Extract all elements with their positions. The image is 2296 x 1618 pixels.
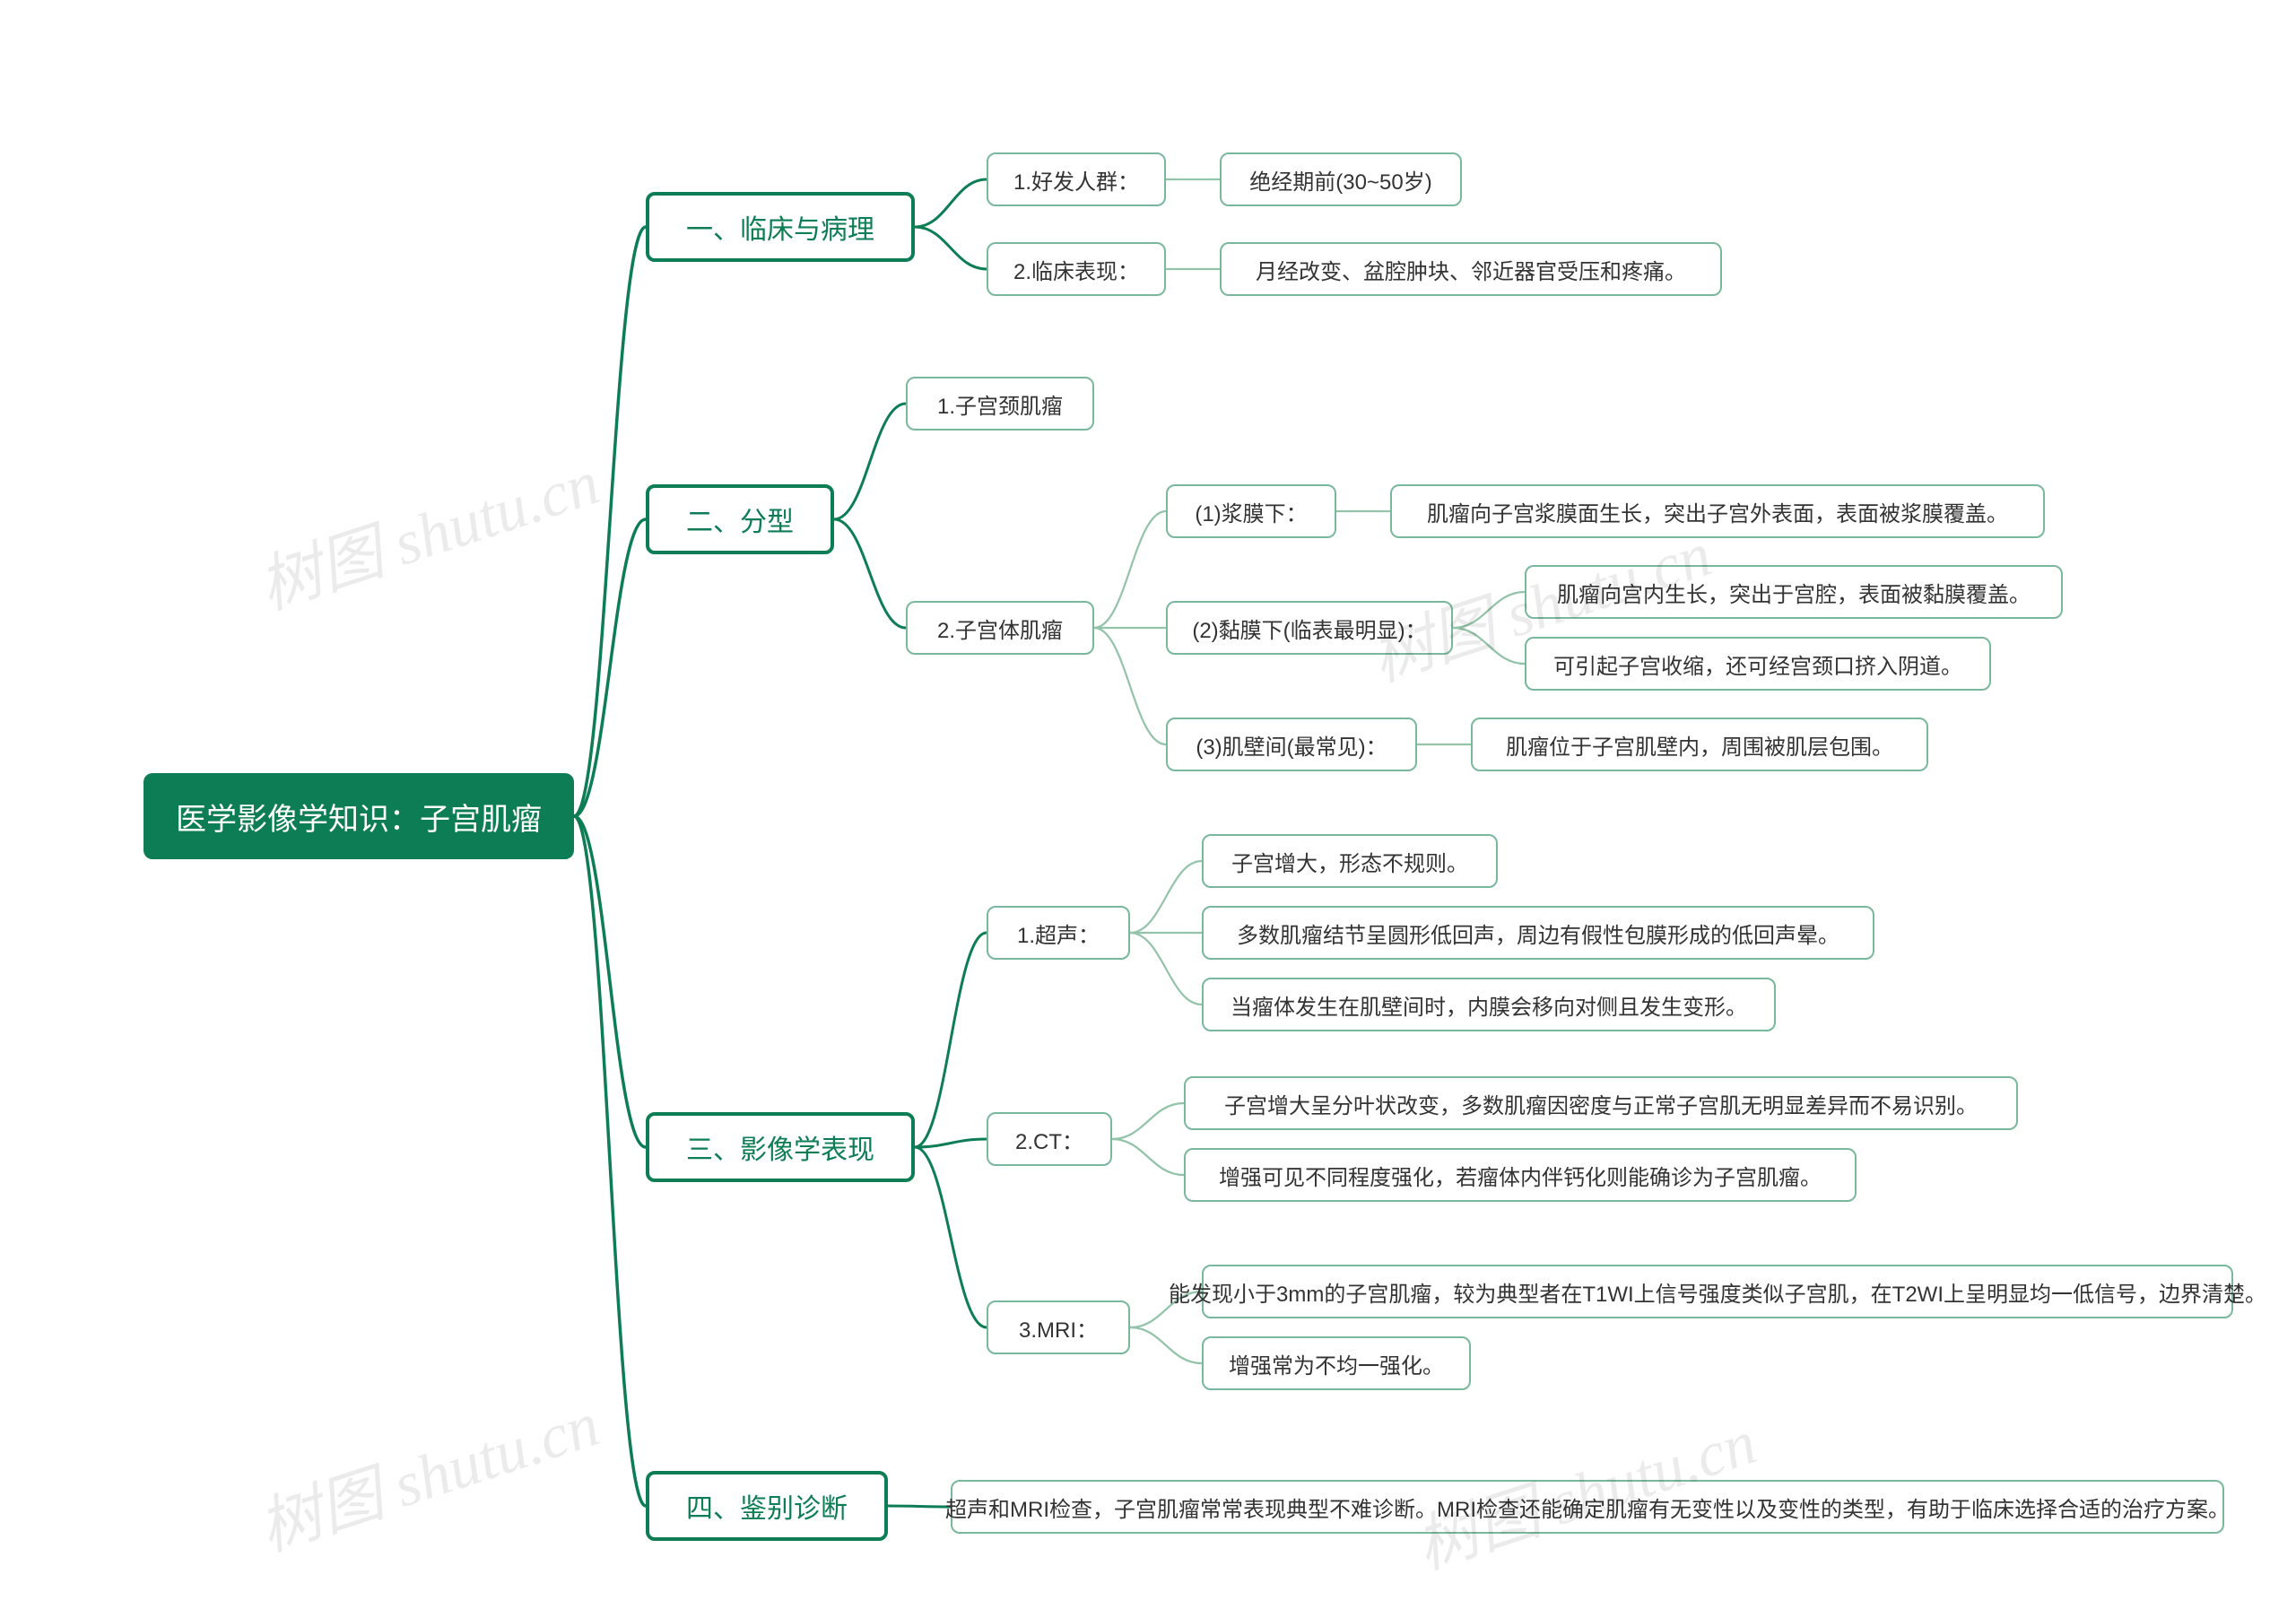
l6b-label: 可引起子宫收缩，还可经宫颈口挤入阴道。 <box>1553 648 1962 680</box>
l11: 超声和MRI检查，子宫肌瘤常常表现典型不难诊断。MRI检查还能确定肌瘤有无变性以… <box>951 1480 2224 1534</box>
l5a-label: 肌瘤向子宫浆膜面生长，突出子宫外表面，表面被浆膜覆盖。 <box>1427 496 2008 527</box>
m4-label: 四、鉴别诊断 <box>686 1486 848 1526</box>
root: 医学影像学知识：子宫肌瘤 <box>144 773 574 859</box>
m1: 一、临床与病理 <box>646 192 915 262</box>
l6-label: (2)黏膜下(临表最明显)： <box>1192 613 1426 644</box>
l11-label: 超声和MRI检查，子宫肌瘤常常表现典型不难诊断。MRI检查还能确定肌瘤有无变性以… <box>945 1492 2230 1523</box>
l8b-label: 多数肌瘤结节呈圆形低回声，周边有假性包膜形成的低回声晕。 <box>1237 918 1839 949</box>
l2-label: 2.临床表现： <box>1013 254 1139 285</box>
m3-label: 三、影像学表现 <box>686 1127 874 1167</box>
l2: 2.临床表现： <box>987 242 1166 296</box>
m2-label: 二、分型 <box>686 500 794 539</box>
l4-label: 2.子宫体肌瘤 <box>937 613 1063 644</box>
l7a-label: 肌瘤位于子宫肌壁内，周围被肌层包围。 <box>1506 729 1893 761</box>
l4: 2.子宫体肌瘤 <box>906 601 1094 655</box>
l9a-label: 子宫增大呈分叶状改变，多数肌瘤因密度与正常子宫肌无明显差异而不易识别。 <box>1224 1088 1978 1119</box>
l9b: 增强可见不同程度强化，若瘤体内伴钙化则能确诊为子宫肌瘤。 <box>1184 1148 1857 1202</box>
l7-label: (3)肌壁间(最常见)： <box>1196 729 1387 761</box>
l10b-label: 增强常为不均一强化。 <box>1229 1348 1444 1379</box>
l10b: 增强常为不均一强化。 <box>1202 1336 1471 1390</box>
l9: 2.CT： <box>987 1112 1112 1166</box>
l10: 3.MRI： <box>987 1300 1130 1354</box>
l5a: 肌瘤向子宫浆膜面生长，突出子宫外表面，表面被浆膜覆盖。 <box>1390 484 2045 538</box>
l1a: 绝经期前(30~50岁) <box>1220 152 1462 206</box>
root-label: 医学影像学知识：子宫肌瘤 <box>176 795 542 839</box>
l2a-label: 月经改变、盆腔肿块、邻近器官受压和疼痛。 <box>1256 254 1686 285</box>
watermark-0: 树图 shutu.cn <box>246 432 609 627</box>
watermark-2: 树图 shutu.cn <box>246 1374 609 1569</box>
m1-label: 一、临床与病理 <box>686 207 874 247</box>
l7a: 肌瘤位于子宫肌壁内，周围被肌层包围。 <box>1471 718 1928 771</box>
l10a: 能发现小于3mm的子宫肌瘤，较为典型者在T1WI上信号强度类似子宫肌，在T2WI… <box>1202 1265 2233 1318</box>
m2: 二、分型 <box>646 484 834 554</box>
l3-label: 1.子宫颈肌瘤 <box>937 388 1063 420</box>
l7: (3)肌壁间(最常见)： <box>1166 718 1417 771</box>
m3: 三、影像学表现 <box>646 1112 915 1182</box>
l8-label: 1.超声： <box>1017 918 1100 949</box>
l2a: 月经改变、盆腔肿块、邻近器官受压和疼痛。 <box>1220 242 1722 296</box>
l1a-label: 绝经期前(30~50岁) <box>1249 164 1431 196</box>
l6a-label: 肌瘤向宫内生长，突出于宫腔，表面被黏膜覆盖。 <box>1557 577 2031 608</box>
l1-label: 1.好发人群： <box>1013 164 1139 196</box>
l9a: 子宫增大呈分叶状改变，多数肌瘤因密度与正常子宫肌无明显差异而不易识别。 <box>1184 1076 2018 1130</box>
l8b: 多数肌瘤结节呈圆形低回声，周边有假性包膜形成的低回声晕。 <box>1202 906 1874 960</box>
l3: 1.子宫颈肌瘤 <box>906 377 1094 431</box>
l8c: 当瘤体发生在肌壁间时，内膜会移向对侧且发生变形。 <box>1202 978 1776 1031</box>
l10-label: 3.MRI： <box>1019 1312 1098 1344</box>
l8a-label: 子宫增大，形态不规则。 <box>1231 846 1468 877</box>
l6a: 肌瘤向宫内生长，突出于宫腔，表面被黏膜覆盖。 <box>1525 565 2063 619</box>
l6b: 可引起子宫收缩，还可经宫颈口挤入阴道。 <box>1525 637 1991 691</box>
l8c-label: 当瘤体发生在肌壁间时，内膜会移向对侧且发生变形。 <box>1231 989 1747 1021</box>
l8: 1.超声： <box>987 906 1130 960</box>
l1: 1.好发人群： <box>987 152 1166 206</box>
m4: 四、鉴别诊断 <box>646 1471 888 1541</box>
l9-label: 2.CT： <box>1015 1124 1083 1155</box>
l8a: 子宫增大，形态不规则。 <box>1202 834 1498 888</box>
l5: (1)浆膜下： <box>1166 484 1336 538</box>
l10a-label: 能发现小于3mm的子宫肌瘤，较为典型者在T1WI上信号强度类似子宫肌，在T2WI… <box>1169 1276 2266 1308</box>
l6: (2)黏膜下(临表最明显)： <box>1166 601 1453 655</box>
l5-label: (1)浆膜下： <box>1195 496 1307 527</box>
l9b-label: 增强可见不同程度强化，若瘤体内伴钙化则能确诊为子宫肌瘤。 <box>1219 1160 1822 1191</box>
